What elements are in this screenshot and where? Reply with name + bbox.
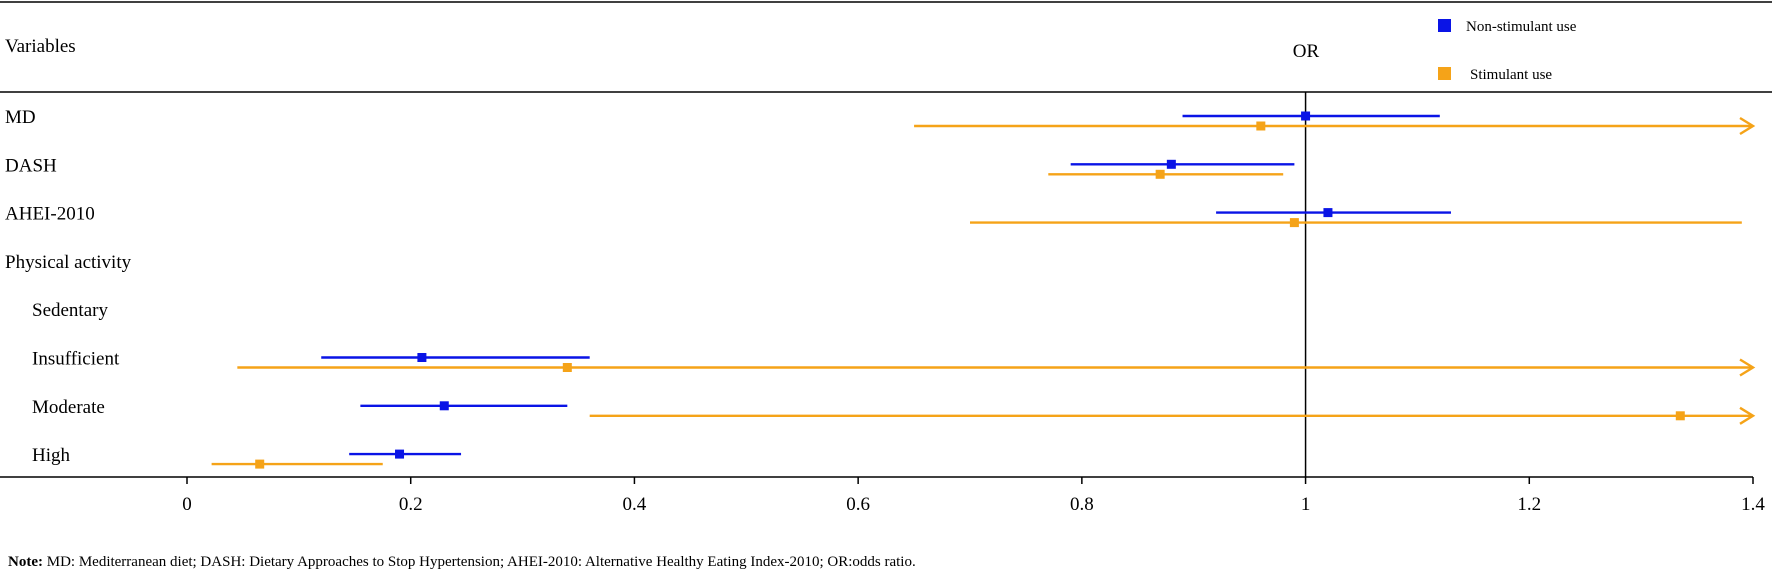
or-point [255,459,265,469]
or-point [1155,169,1165,179]
or-point [1675,411,1685,421]
x-tick-label: 1.4 [1741,494,1765,515]
ci-arrow [1739,116,1756,136]
or-point [562,363,572,372]
or-point [1323,208,1333,218]
or-point [1289,218,1299,228]
x-tick-label: 0.6 [846,494,870,515]
row-label: DASH [5,155,57,176]
legend: Non-stimulant use Stimulant use [1438,19,1577,83]
legend-swatch-stimulant [1438,67,1451,80]
x-tick-label: 0.4 [623,494,647,515]
row-label: Insufficient [32,349,120,370]
or-point [439,401,449,411]
x-tick-label: 0.8 [1070,494,1094,515]
x-tick-label: 0 [182,494,192,515]
or-point [1256,121,1266,131]
legend-label-stimulant: Stimulant use [1470,67,1552,83]
or-point [417,353,427,362]
x-tick-label: 0.2 [399,494,423,515]
footnote-text: MD: Mediterranean diet; DASH: Dietary Ap… [42,554,916,570]
or-point [1166,159,1176,169]
ci-arrow [1739,358,1756,377]
or-header: OR [1293,41,1320,62]
row-label: MD [5,107,36,128]
x-axis-ticks: 0 0.2 0.4 0.6 0.8 1 1.2 1.4 [182,477,1765,515]
forest-plot: Variables OR Non-stimulant use Stimulant… [0,1,1772,515]
x-tick-label: 1 [1301,494,1311,515]
footnote-label: Note: [8,554,43,570]
or-point [395,449,405,459]
row-label: Sedentary [32,300,108,321]
footnote: Note: MD: Mediterranean diet; DASH: Diet… [8,554,1758,571]
legend-label-non-stimulant: Non-stimulant use [1466,19,1577,35]
row-label: High [32,445,71,466]
row-label: Moderate [32,397,105,418]
variables-header: Variables [5,36,76,57]
row-label: AHEI-2010 [5,204,95,225]
x-tick-label: 1.2 [1517,494,1541,515]
row-label: Physical activity [5,252,132,273]
row-labels: MD DASH AHEI-2010 Physical activity Sedentar… [5,107,132,466]
or-point [1301,111,1311,121]
data-marks [211,92,1756,477]
legend-swatch-non-stimulant [1438,19,1451,32]
ci-arrow [1739,406,1756,425]
